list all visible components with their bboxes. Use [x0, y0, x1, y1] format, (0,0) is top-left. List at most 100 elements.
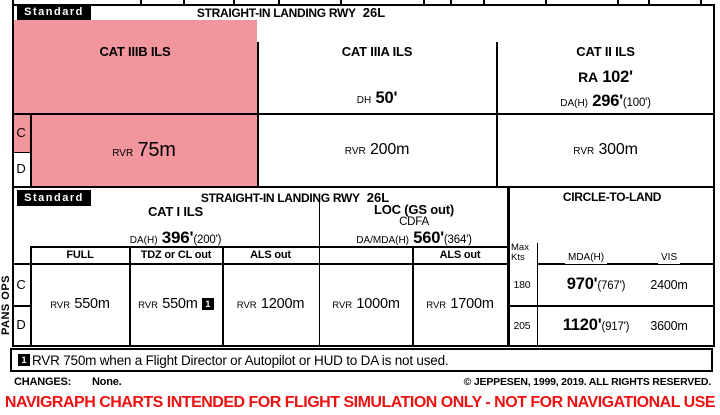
tick: [483, 0, 485, 5]
loc-header: LOC (GS out): [374, 202, 454, 217]
circle-row-mda: 970'(767'): [540, 264, 652, 305]
straight-in-title-2: STRAIGHT-IN LANDING RWY 26L: [100, 190, 490, 205]
mda-height: (767'): [597, 280, 626, 292]
tick: [648, 0, 650, 5]
rvr-value: 1700m: [450, 296, 494, 312]
da-value: 396': [161, 228, 194, 247]
divider: [496, 42, 498, 186]
dh-label: DH: [356, 95, 372, 106]
divider: [12, 185, 715, 188]
cat-iiia-dh: DH 50': [257, 89, 497, 108]
divider: [222, 246, 224, 346]
title-text: STRAIGHT-IN LANDING RWY: [200, 191, 360, 205]
tick: [183, 0, 185, 5]
divider: [257, 42, 259, 186]
rvr-cat1-tdz: RVR 550m 1: [130, 264, 222, 344]
cat-i-header: CAT I ILS: [147, 204, 203, 219]
da-label: DA/MDA(H): [356, 235, 410, 246]
footnote-1-marker: 1: [201, 298, 214, 310]
ra-label: RA: [578, 69, 598, 85]
da-height: (364'): [443, 234, 472, 246]
da-value: 296': [592, 92, 623, 110]
subheader-als-out-1: ALS out: [250, 249, 291, 261]
footnote-text: RVR 750m when a Flight Director or Autop…: [32, 352, 449, 368]
runway-id: 26L: [366, 190, 390, 205]
standard-badge-1: Standard: [17, 4, 91, 20]
changes-line: CHANGES: None.: [14, 376, 122, 388]
cat-ii-header: CAT II ILS: [576, 44, 635, 59]
rvr-loc: RVR 1000m: [320, 264, 412, 344]
cat3b-highlight-rvr: [31, 115, 257, 186]
copyright: © JEPPESEN, 1999, 2019. ALL RIGHTS RESER…: [463, 376, 712, 388]
rvr-value: 550m: [162, 296, 198, 312]
mda-value: 1120': [562, 316, 602, 334]
mda-column-label: MDA(H): [565, 252, 608, 264]
max-kts-label: Max Kts: [511, 243, 529, 263]
rvr-label: RVR: [332, 300, 353, 311]
divider: [507, 187, 510, 346]
tick: [423, 0, 425, 5]
dh-value: 50': [375, 89, 398, 107]
rvr-value: 75m: [137, 138, 176, 161]
straight-in-title-1: STRAIGHT-IN LANDING RWY 26L: [91, 5, 491, 20]
row-label-c1: C: [16, 125, 26, 140]
mda-height: (917'): [601, 321, 630, 333]
loc-cdfa: CDFA: [399, 216, 429, 228]
cat-ii-da: DA(H) 296'(100'): [497, 92, 714, 111]
ra-value: 102': [602, 68, 633, 86]
simulation-disclaimer: NAVIGRAPH CHARTS INTENDED FOR FLIGHT SIM…: [4, 394, 716, 411]
rvr-value: 1000m: [356, 296, 400, 312]
pans-ops-label: PANS OPS: [0, 274, 12, 336]
divider: [31, 246, 508, 248]
rvr-value: 200m: [369, 140, 410, 158]
da-label: DA(H): [129, 235, 158, 246]
divider: [536, 243, 538, 346]
divider: [12, 113, 715, 115]
left-border: [12, 0, 14, 346]
tick: [545, 0, 547, 5]
tick: [450, 0, 452, 5]
tick: [617, 0, 619, 5]
cat-i-da: DA(H) 396'(200'): [31, 228, 320, 248]
top-border: [12, 4, 715, 6]
rvr-cat1-als-out: RVR 1200m: [223, 264, 318, 344]
circle-row-kts: 205: [513, 319, 531, 332]
divider: [318, 202, 321, 346]
row-label-c2: C: [16, 277, 26, 292]
rvr-cat3a: RVR 200m: [258, 114, 496, 185]
rvr-label: RVR: [344, 145, 366, 157]
rvr-cat3b: RVR 75m: [31, 115, 257, 185]
tick: [278, 0, 280, 5]
divider: [12, 344, 715, 347]
kts-label: Kts: [511, 252, 525, 263]
row-label-d1: D: [16, 161, 26, 176]
divider: [30, 246, 32, 346]
circle-row-vis: 3600m: [650, 318, 688, 333]
da-height: (100'): [622, 97, 651, 109]
runway-id: 26L: [362, 5, 386, 20]
vis-column-label: VIS: [658, 252, 681, 264]
rvr-label: RVR: [50, 300, 71, 311]
changes-value: None.: [91, 376, 122, 388]
circle-row-vis: 2400m: [650, 277, 688, 292]
tick: [140, 0, 142, 5]
rvr-label: RVR: [426, 300, 447, 311]
da-value: 560': [413, 229, 444, 247]
rvr-cat1-full: RVR 550m: [31, 264, 129, 344]
rvr-value: 1200m: [260, 296, 305, 312]
changes-label: CHANGES:: [14, 376, 72, 388]
cat-iiib-header: CAT IIIB ILS: [99, 44, 171, 59]
footnote-box: 1 RVR 750m when a Flight Director or Aut…: [10, 348, 713, 372]
circle-row-mda: 1120'(917'): [540, 306, 652, 345]
max-label: Max: [511, 242, 529, 253]
rvr-value: 300m: [598, 140, 638, 158]
cat-ii-ra: RA 102': [497, 68, 714, 87]
loc-da: DA/MDA(H) 560'(364'): [320, 229, 508, 248]
right-border: [713, 4, 715, 346]
divider: [30, 113, 32, 186]
circle-to-land-title: CIRCLE-TO-LAND: [562, 190, 662, 204]
standard-badge-2: Standard: [17, 190, 91, 206]
circle-row-kts: 180: [513, 278, 531, 291]
rvr-label: RVR: [112, 147, 134, 159]
